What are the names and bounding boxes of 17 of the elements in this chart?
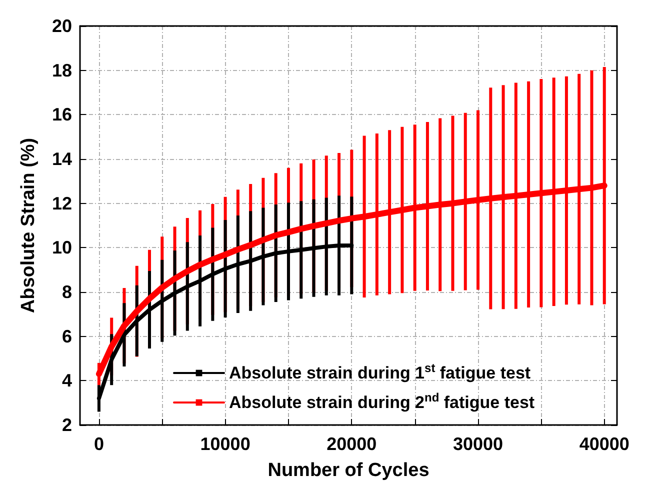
y-tick-label: 16 [52,104,72,125]
y-axis-title: Absolute Strain (%) [18,138,39,314]
y-tick-label: 4 [62,370,72,391]
y-tick-label: 20 [52,16,72,36]
x-axis-title: Number of Cycles [268,460,430,481]
y-tick-label: 12 [52,193,72,214]
x-tick-label: 10000 [200,434,250,454]
x-tick-label: 0 [94,434,104,454]
y-tick-label: 18 [52,60,72,80]
y-tick-label: 8 [62,282,72,302]
x-tick-label: 40000 [579,434,630,454]
y-tick-label: 10 [52,238,72,258]
x-tick-label: 30000 [452,434,504,454]
y-tick-label: 2 [62,415,72,435]
x-tick-label: 20000 [326,434,377,454]
y-tick-label: 14 [52,149,72,169]
y-tick-label: 6 [62,326,72,346]
